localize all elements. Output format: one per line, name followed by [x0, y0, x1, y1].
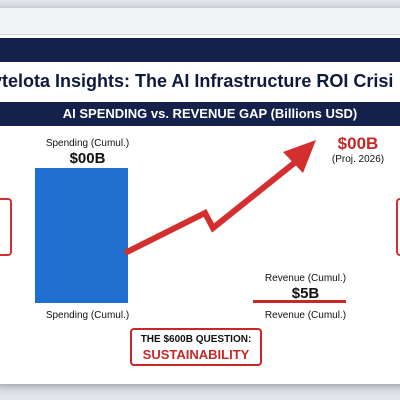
page-title-text: ytelota Insights: The AI Infrastructure … [0, 71, 394, 91]
revenue-top-value: $5B [291, 285, 320, 302]
spending-axis-label: Spending (Cumul.) [45, 310, 130, 321]
browser-toolbar [0, 8, 400, 35]
page-title: ytelota Insights: The AI Infrastructure … [0, 64, 400, 98]
bar-spending [35, 168, 128, 303]
up-arrow-trend-icon [283, 140, 316, 173]
revenue-axis-label: Revenue (Cumul.) [264, 310, 347, 321]
spending-top-value: $00B [69, 150, 106, 167]
projection-value: $00B [337, 134, 379, 153]
chart-svg [35, 140, 346, 303]
summary-line-2: SUSTAINABILITY [142, 347, 250, 362]
spending-top-label: Spending (Cumul.) [45, 138, 130, 149]
trend-arrow-line [123, 157, 300, 256]
summary-callout: THE $600B QUESTION: SUSTAINABILITY [130, 328, 262, 366]
projection-note: (Proj. 2026) [331, 154, 385, 165]
revenue-top-label: Revenue (Cumul.) [264, 273, 347, 284]
left-callout-box [0, 198, 12, 256]
header-band [0, 38, 400, 62]
chart-subtitle: AI SPENDING vs. REVENUE GAP (Billions US… [62, 106, 358, 121]
right-callout-box [396, 198, 400, 256]
summary-line-1: THE $600B QUESTION: [140, 334, 252, 345]
bar-revenue [253, 300, 346, 303]
chart-subtitle-banner: AI SPENDING vs. REVENUE GAP (Billions US… [0, 102, 400, 126]
spending-revenue-chart: Spending (Cumul.) $00B Spending (Cumul.)… [0, 128, 400, 358]
browser-window: ytelota Insights: The AI Infrastructure … [0, 8, 400, 384]
